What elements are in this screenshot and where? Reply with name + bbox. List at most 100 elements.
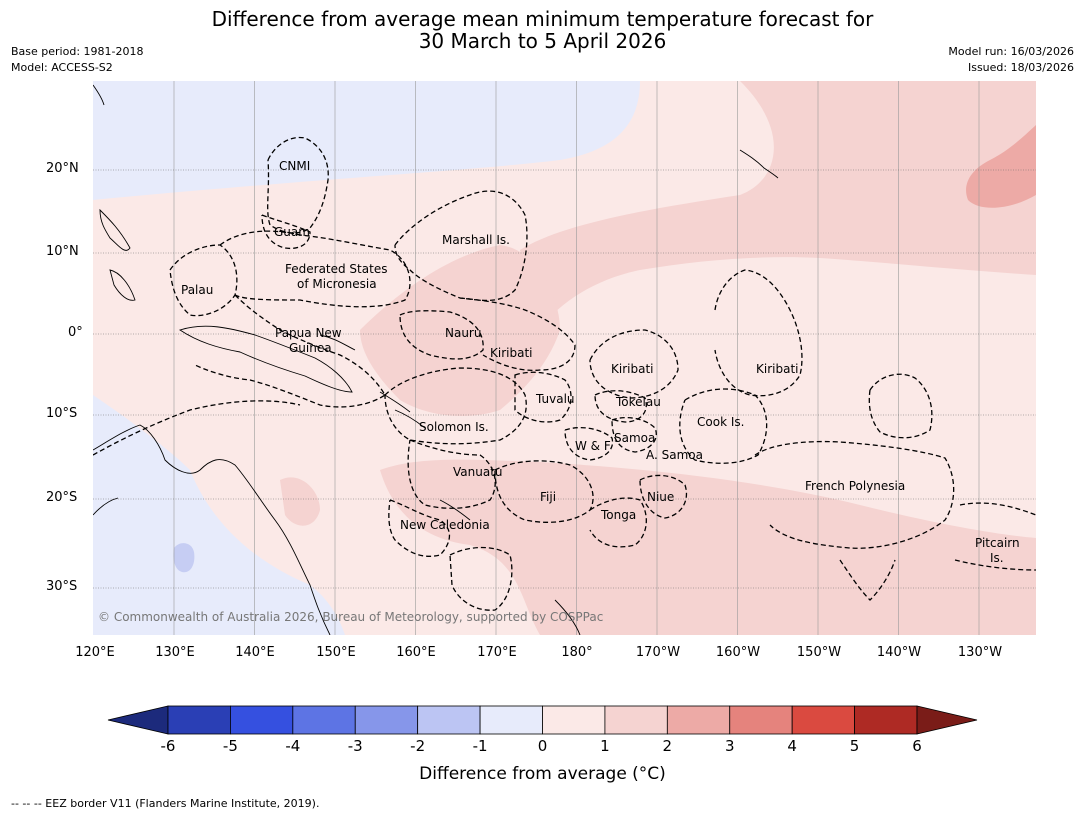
label-guam: Guam	[274, 225, 310, 239]
north-blue-region	[93, 81, 640, 200]
west-warm-patch	[280, 477, 320, 526]
base-period: Base period: 1981-2018	[11, 45, 144, 58]
lat-label-10s: 10°S	[46, 406, 78, 421]
australia-west-coast	[93, 497, 119, 516]
label-tonga: Tonga	[601, 508, 637, 522]
label-png-line-1: Papua New	[275, 326, 342, 340]
lon-label-130w: 130°W	[957, 645, 1003, 660]
eez-tokelau	[594, 390, 647, 423]
colorbar-tick-label: -1	[472, 737, 488, 755]
south-warm-region	[380, 459, 1036, 635]
eez-fsm	[219, 230, 411, 308]
colorbar-under-arrow	[107, 705, 169, 735]
eez-kiribati-gilbert	[459, 297, 576, 371]
eez-kermadec	[449, 546, 513, 611]
eez-footnote: -- -- -- EEZ border V11 (Flanders Marine…	[11, 797, 320, 810]
colorbar-tick-label: -3	[347, 737, 363, 755]
label-kiribati-east: Kiribati	[756, 362, 799, 376]
eez-fiji	[494, 460, 594, 523]
colorbar	[107, 705, 978, 735]
label-french-polynesia: French Polynesia	[805, 479, 906, 493]
colorbar-tick-label: 2	[662, 737, 673, 755]
label-american-samoa: A. Samoa	[646, 448, 703, 462]
eez-borders	[93, 136, 1036, 611]
meta-left: Base period: 1981-2018 Model: ACCESS-S2	[11, 44, 143, 76]
label-pitcairn-line-2: Is.	[990, 551, 1004, 565]
label-solomon-islands: Solomon Is.	[419, 420, 489, 434]
solomon-islands	[379, 391, 426, 429]
lon-label-150w: 150°W	[796, 645, 842, 660]
new-guinea-coast	[178, 325, 353, 393]
colorbar-tick-label: 1	[600, 737, 610, 755]
eez-cook	[679, 388, 768, 464]
label-kiribati-west: Kiribati	[490, 346, 533, 360]
issued-date: Issued: 18/03/2026	[967, 61, 1074, 74]
label-cook-islands: Cook Is.	[697, 415, 745, 429]
eez-french-polynesia	[754, 440, 955, 549]
lat-label-30s: 30°S	[46, 579, 78, 594]
new-britain-coast	[319, 334, 356, 351]
colorbar-tick-label: 3	[724, 737, 735, 755]
australia-coast	[93, 424, 331, 635]
title-line-2: 30 March to 5 April 2026	[418, 29, 667, 53]
label-fsm-line-2: of Micronesia	[297, 277, 377, 291]
label-fsm-line-1: Federated States	[285, 262, 388, 276]
map-title: Difference from average mean minimum tem…	[0, 8, 1085, 52]
label-palau: Palau	[181, 283, 214, 297]
eez-kiribati-line	[714, 269, 803, 397]
graticule	[173, 81, 980, 635]
lon-label-170w: 170°W	[635, 645, 681, 660]
lon-label-120e: 120°E	[75, 645, 115, 660]
colorbar-segment	[604, 705, 668, 735]
colorbar-tick-label: -4	[285, 737, 301, 755]
colorbar-tick-label: 6	[912, 737, 922, 755]
eez-nauru	[399, 310, 484, 360]
lon-label-180: 180°	[561, 645, 593, 660]
label-new-caledonia: New Caledonia	[400, 518, 490, 532]
eez-new-caledonia	[388, 499, 451, 557]
eez-marshall	[394, 190, 528, 302]
colorbar-tick-label: 4	[787, 737, 797, 755]
eez-guam	[261, 214, 311, 250]
colorbar-tick-label: 0	[537, 737, 548, 755]
meta-right: Model run: 16/03/2026 Issued: 18/03/2026	[948, 44, 1074, 76]
colorbar-segment	[167, 705, 231, 735]
label-pitcairn-line-1: Pitcairn	[975, 536, 1020, 550]
colorbar-segment	[729, 705, 793, 735]
colorbar-segment	[354, 705, 419, 735]
new-caledonia	[439, 499, 471, 521]
model-name: Model: ACCESS-S2	[11, 61, 113, 74]
lat-label-20s: 20°S	[46, 490, 78, 505]
lon-label-160e: 160°E	[396, 645, 436, 660]
colorbar-segment	[791, 705, 855, 735]
label-tuvalu: Tuvalu	[536, 392, 575, 406]
colorbar-segment	[230, 705, 294, 735]
colorbar-segment	[542, 705, 606, 735]
label-wallis-futuna: W & F	[575, 439, 611, 453]
eez-pitcairn	[954, 502, 1036, 571]
taiwan	[93, 84, 105, 106]
label-kiribati-central: Kiribati	[611, 362, 654, 376]
label-tokelau: Tokelau	[616, 395, 661, 409]
copyright-notice: © Commonwealth of Australia 2026, Bureau…	[98, 610, 604, 624]
eez-vanuatu	[407, 439, 496, 509]
lat-label-0: 0°	[68, 325, 83, 340]
eez-tonga	[589, 497, 647, 548]
anomaly-field	[93, 81, 1036, 635]
label-fiji: Fiji	[540, 490, 557, 504]
colorbar-tick-label: -5	[222, 737, 238, 755]
eez-cnmi	[267, 136, 329, 234]
lon-label-140e: 140°E	[235, 645, 275, 660]
lat-label-10n: 10°N	[46, 244, 79, 259]
lon-label-150e: 150°E	[316, 645, 356, 660]
colorbar-segment	[292, 705, 356, 735]
label-vanuatu: Vanuatu	[453, 465, 503, 479]
colorbar-over-arrow	[916, 705, 978, 735]
west-blue-region	[93, 395, 345, 635]
colorbar-segment	[854, 705, 918, 735]
colorbar-tick-label: -6	[160, 737, 176, 755]
title-line-1: Difference from average mean minimum tem…	[211, 7, 874, 31]
model-run: Model run: 16/03/2026	[948, 45, 1074, 58]
new-zealand-north	[554, 599, 581, 635]
